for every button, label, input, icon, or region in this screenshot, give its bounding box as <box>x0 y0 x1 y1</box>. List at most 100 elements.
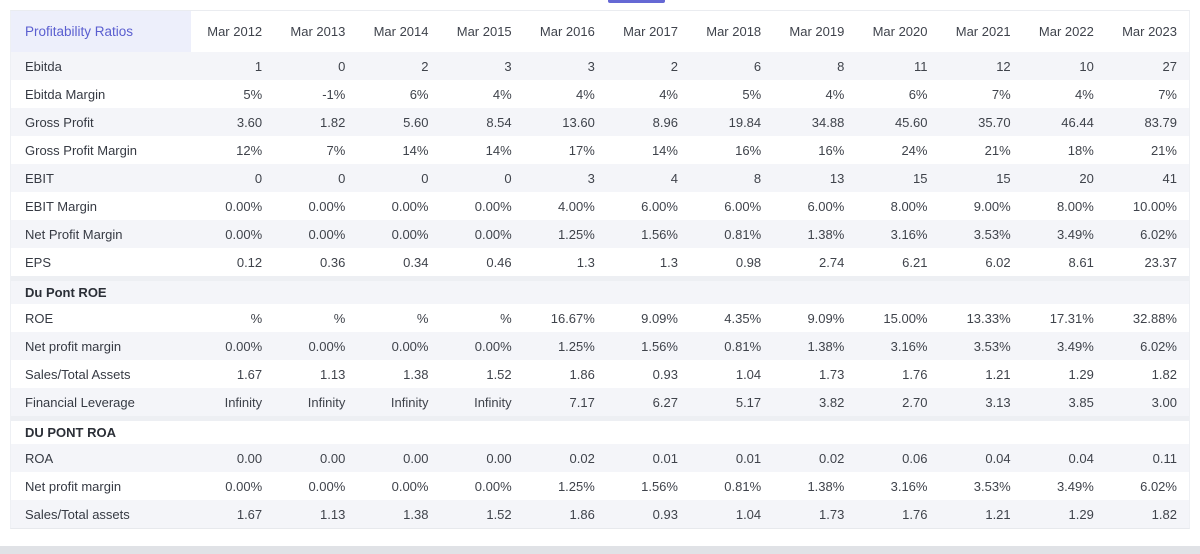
ratios-table: Profitability Ratios Mar 2012 Mar 2013 Mar… <box>10 10 1190 529</box>
cell-value: 1.38% <box>807 478 845 494</box>
cell-value: 1.38 <box>403 366 429 382</box>
table-row: Sales/Total Assets 1.67 1.13 1.38 1.52 1.86 0.… <box>11 360 1189 388</box>
cell-value: 1.82 <box>320 114 346 130</box>
cell-value: 5% <box>742 86 762 102</box>
column-header: Mar 2012 <box>207 24 263 39</box>
cell-value: 0.00% <box>308 226 346 242</box>
table-row: Ebitda 1 0 2 3 3 2 6 8 11 12 10 27 <box>11 52 1189 80</box>
cell-value: 0.93 <box>652 506 678 522</box>
cell-value: 0.01 <box>652 450 678 466</box>
cell-value: 20 <box>1079 170 1094 186</box>
cell-value: 35.70 <box>978 114 1011 130</box>
cell-value: 0.12 <box>236 254 263 270</box>
cell-value: 4% <box>492 86 512 102</box>
cell-value: 7% <box>326 142 346 158</box>
table-row: Gross Profit Margin 12% 7% 14% 14% 17% 14% 16% 1… <box>11 136 1189 164</box>
cell-value: 3.49% <box>1056 226 1094 242</box>
cell-value: 12% <box>236 142 263 158</box>
row-label: ROE <box>25 310 54 326</box>
cell-value: 6.02 <box>985 254 1011 270</box>
cell-value: -1% <box>322 86 346 102</box>
cell-value: 46.44 <box>1061 114 1094 130</box>
cell-value: 1.21 <box>985 366 1011 382</box>
cell-value: 1.52 <box>486 506 512 522</box>
cell-value: 0.04 <box>1068 450 1094 466</box>
table-row: ROA 0.00 0.00 0.00 0.00 0.02 0.01 0.01 0.02 0.06 0… <box>11 444 1189 472</box>
cell-value: 1.52 <box>486 366 512 382</box>
cell-value: 3.16% <box>890 226 928 242</box>
cell-value: 4% <box>659 86 678 102</box>
cell-value: 3.53% <box>973 338 1011 354</box>
cell-value: 10 <box>1079 58 1094 74</box>
cell-value: 1.38% <box>807 226 845 242</box>
cell-value: 0.93 <box>652 366 678 382</box>
cell-value: 4% <box>1075 86 1094 102</box>
section-header-row: Du Pont ROE <box>11 276 1189 304</box>
row-label: Ebitda Margin <box>25 86 106 102</box>
active-tab-indicator[interactable] <box>608 0 665 3</box>
cell-value: 6 <box>753 58 762 74</box>
cell-value: 1.56% <box>641 478 678 494</box>
table-title[interactable]: Profitability Ratios <box>11 11 191 52</box>
column-header: Mar 2017 <box>623 24 678 39</box>
column-header: Mar 2021 <box>955 24 1011 39</box>
cell-value: 10.00% <box>1132 198 1177 214</box>
row-label: Net profit margin <box>25 338 122 354</box>
cell-value: 24% <box>901 142 928 158</box>
row-label: Ebitda <box>25 58 62 74</box>
cell-value: 8.96 <box>652 114 678 130</box>
cell-value: 32.88% <box>1132 310 1177 326</box>
cell-value: 0.00% <box>308 478 346 494</box>
cell-value: 1.04 <box>735 366 762 382</box>
table-row: EPS 0.12 0.36 0.34 0.46 1.3 1.3 0.98 2.74 6.21 6.0… <box>11 248 1189 276</box>
column-header: Mar 2020 <box>872 24 928 39</box>
table-row: Net profit margin 0.00% 0.00% 0.00% 0.00% 1.2… <box>11 472 1189 500</box>
bottom-divider-bar <box>0 546 1200 554</box>
cell-value: 3 <box>587 58 595 74</box>
cell-value: 0.46 <box>486 254 512 270</box>
cell-value: 1.38% <box>807 338 845 354</box>
column-header: Mar 2013 <box>290 24 346 39</box>
cell-value: 8.00% <box>890 198 928 214</box>
cell-value: 34.88 <box>811 114 845 130</box>
row-label: Sales/Total assets <box>25 506 130 522</box>
cell-value: 1.86 <box>569 366 595 382</box>
cell-value: % <box>250 310 263 326</box>
cell-value: % <box>333 310 346 326</box>
cell-value: 1.56% <box>641 226 678 242</box>
cell-value: 3.49% <box>1056 478 1094 494</box>
cell-value: 27 <box>1162 58 1177 74</box>
row-label: EBIT <box>25 170 54 186</box>
cell-value: 3.16% <box>890 338 928 354</box>
table-row: Sales/Total assets 1.67 1.13 1.38 1.52 1.86 0.… <box>11 500 1189 528</box>
cell-value: 0.00% <box>474 478 512 494</box>
cell-value: 8 <box>837 58 845 74</box>
cell-value: 0 <box>338 58 346 74</box>
cell-value: 6.00% <box>807 198 845 214</box>
column-header: Mar 2014 <box>373 24 429 39</box>
cell-value: 3.13 <box>985 394 1011 410</box>
cell-value: 6.02% <box>1140 338 1177 354</box>
cell-value: 1.3 <box>659 254 678 270</box>
table-row: EBIT 0 0 0 0 3 4 8 13 15 15 20 41 <box>11 164 1189 192</box>
row-label: Gross Profit Margin <box>25 142 137 158</box>
cell-value: 0 <box>254 170 263 186</box>
cell-value: 15.00% <box>883 310 928 326</box>
cell-value: 3 <box>587 170 595 186</box>
cell-value: 2.74 <box>819 254 845 270</box>
cell-value: 3.82 <box>819 394 845 410</box>
cell-value: 16% <box>818 142 845 158</box>
column-header: Mar 2018 <box>706 24 762 39</box>
cell-value: 1.82 <box>1151 366 1177 382</box>
cell-value: 0.02 <box>819 450 845 466</box>
table-row: Ebitda Margin 5% -1% 6% 4% 4% 4% 5% 4% 6% 7% 4% 7% <box>11 80 1189 108</box>
cell-value: 15 <box>913 170 928 186</box>
cell-value: 13.33% <box>966 310 1011 326</box>
cell-value: 1.82 <box>1151 506 1177 522</box>
cell-value: 4.35% <box>724 310 762 326</box>
cell-value: 1.67 <box>236 366 263 382</box>
cell-value: 16.67% <box>550 310 595 326</box>
cell-value: Infinity <box>224 394 263 410</box>
cell-value: 83.79 <box>1144 114 1177 130</box>
cell-value: 16% <box>735 142 762 158</box>
